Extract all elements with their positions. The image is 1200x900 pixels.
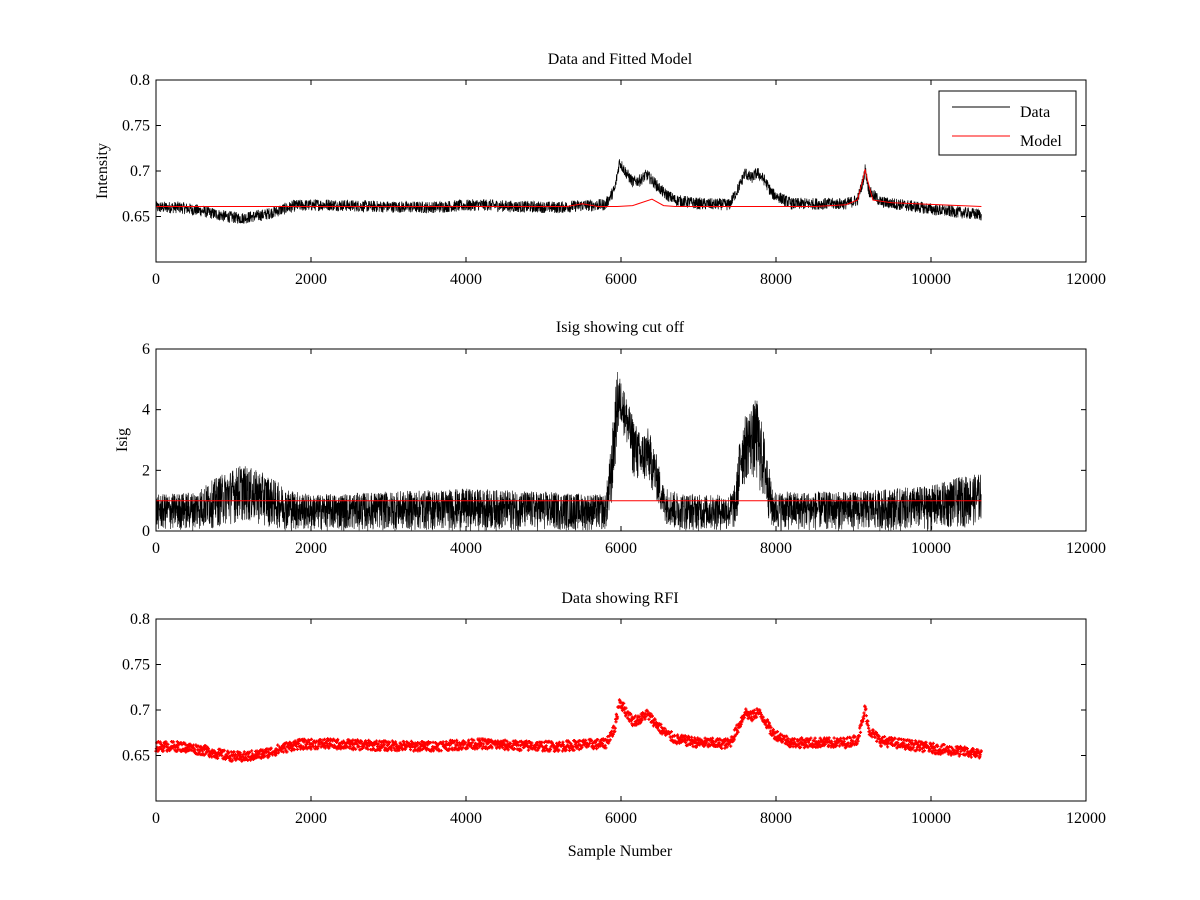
x-tick-label: 4000 [450, 810, 482, 827]
y-tick-label: 0.8 [130, 611, 150, 628]
panel1-plot-area [155, 159, 982, 224]
panel3-xlabel: Sample Number [568, 843, 673, 860]
x-tick-label: 12000 [1066, 810, 1106, 827]
series-isig-line [155, 371, 982, 531]
x-tick-label: 6000 [605, 540, 637, 557]
x-tick-label: 6000 [605, 810, 637, 827]
panel-data-showing-rfi: Data showing RFI Sample Number 0 2000 4000… [122, 590, 1106, 860]
panel2-ticks: 0 2000 4000 6000 8000 10000 12000 0 2 4 6 [142, 341, 1106, 557]
y-tick-label: 4 [142, 402, 150, 419]
panel1-ylabel: Intensity [94, 143, 111, 199]
panel-data-and-fitted-model: Data and Fitted Model Intensity 0 2000 400… [94, 51, 1106, 288]
x-tick-label: 6000 [605, 271, 637, 288]
legend-label-data: Data [1020, 104, 1050, 121]
panel2-title: Isig showing cut off [556, 319, 685, 336]
x-tick-label: 8000 [760, 540, 792, 557]
panel1-ticks: 0 2000 4000 6000 8000 10000 12000 0.65 0.7 0.75 0.… [122, 72, 1106, 288]
y-tick-label: 0.75 [122, 657, 150, 674]
x-tick-label: 10000 [911, 271, 951, 288]
y-tick-label: 0.8 [130, 72, 150, 89]
x-tick-label: 2000 [295, 540, 327, 557]
x-tick-label: 0 [152, 810, 160, 827]
y-tick-label: 0.75 [122, 118, 150, 135]
x-tick-label: 2000 [295, 810, 327, 827]
x-tick-label: 0 [152, 540, 160, 557]
panel-isig-showing-cut-off: Isig showing cut off Isig 0 2000 4000 6000 8… [114, 319, 1106, 557]
x-tick-label: 8000 [760, 810, 792, 827]
x-tick-label: 10000 [911, 810, 951, 827]
y-tick-label: 0.7 [130, 702, 150, 719]
panel2-ylabel: Isig [114, 428, 131, 452]
y-tick-label: 2 [142, 462, 150, 479]
series-model-line [156, 169, 982, 207]
y-tick-label: 6 [142, 341, 150, 358]
y-tick-label: 0 [142, 523, 150, 540]
x-tick-label: 0 [152, 271, 160, 288]
x-tick-label: 8000 [760, 271, 792, 288]
panel1-legend: Data Model [938, 90, 1077, 156]
legend-label-model: Model [1020, 133, 1062, 150]
x-tick-label: 4000 [450, 540, 482, 557]
series-data-line [155, 159, 982, 224]
legend-box [938, 90, 1077, 156]
panel2-axes-frame [155, 348, 1087, 532]
y-tick-label: 0.7 [130, 163, 150, 180]
x-tick-label: 12000 [1066, 540, 1106, 557]
y-tick-label: 0.65 [122, 748, 150, 765]
panel3-title: Data showing RFI [561, 590, 678, 607]
y-tick-label: 0.65 [122, 209, 150, 226]
x-tick-label: 12000 [1066, 271, 1106, 288]
x-tick-label: 2000 [295, 271, 327, 288]
panel1-axes-frame [155, 79, 1087, 263]
panel2-plot-area [155, 371, 982, 531]
x-tick-label: 10000 [911, 540, 951, 557]
x-tick-label: 4000 [450, 271, 482, 288]
panel1-title: Data and Fitted Model [548, 51, 693, 68]
panel3-axes-frame [155, 618, 1087, 802]
